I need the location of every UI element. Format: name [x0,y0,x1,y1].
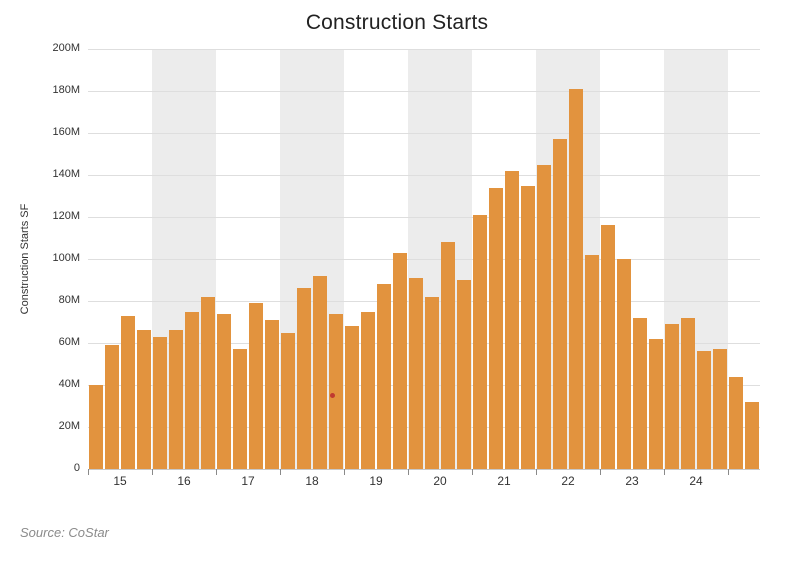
x-axis-tick-19 [344,469,345,475]
x-tick-label-18: 18 [305,474,319,488]
x-axis-tick-21 [472,469,473,475]
bar-2015-q4[interactable] [137,330,151,469]
x-tick-label-23: 23 [625,474,639,488]
gridline-180M [88,91,760,92]
x-tick-label-17: 17 [241,474,255,488]
x-axis-tick-labels: 15 16 17 18 19 20 21 22 23 24 [88,474,760,490]
y-tick-label-40M: 40M [58,378,80,390]
bar-2025-q2[interactable] [745,401,759,469]
bar-2023-q2[interactable] [617,259,631,469]
gridline-120M [88,217,760,218]
bar-2024-q2[interactable] [681,317,695,469]
bar-2016-q4[interactable] [201,296,215,469]
bar-2021-q3[interactable] [505,170,519,469]
x-tick-label-20: 20 [433,474,447,488]
y-tick-label-60M: 60M [58,336,80,348]
gridline-140M [88,175,760,176]
bar-2021-q2[interactable] [489,187,503,469]
bar-2021-q4[interactable] [521,185,535,469]
x-axis-tick-23 [600,469,601,475]
bar-2022-q4[interactable] [585,254,599,469]
bar-2020-q2[interactable] [425,296,439,469]
bar-2022-q3[interactable] [569,88,583,469]
gridline-40M [88,385,760,386]
bar-2019-q2[interactable] [361,311,375,469]
gridline-160M [88,133,760,134]
bar-2024-q3[interactable] [697,351,711,469]
bar-2023-q4[interactable] [649,338,663,469]
bar-2018-q3[interactable] [313,275,327,469]
x-tick-label-19: 19 [369,474,383,488]
x-axis-tick-16 [152,469,153,475]
bar-2017-q2[interactable] [233,349,247,469]
x-tick-label-21: 21 [497,474,511,488]
x-tick-label-16: 16 [177,474,191,488]
bar-2024-q1[interactable] [665,324,679,469]
y-tick-label-100M: 100M [52,252,80,264]
x-axis-tick-22 [536,469,537,475]
y-axis-tick-labels: 200M 180M 160M 140M 120M 100M 80M 60M 40M 20M 0 [0,42,80,474]
bar-2015-q1[interactable] [89,385,103,469]
bar-2016-q3[interactable] [185,311,199,469]
y-tick-label-120M: 120M [52,210,80,222]
bar-2024-q4[interactable] [713,349,727,469]
x-axis-tick-15 [88,469,89,475]
gridline-20M [88,427,760,428]
y-tick-label-200M: 200M [52,42,80,54]
y-tick-label-180M: 180M [52,84,80,96]
bar-2020-q1[interactable] [409,277,423,469]
x-tick-label-24: 24 [689,474,703,488]
bar-2021-q1[interactable] [473,214,487,469]
chart-title: Construction Starts [305,11,489,34]
x-axis-tick-25 [728,469,729,475]
bar-2023-q1[interactable] [601,225,615,469]
red-marker-dot[interactable] [329,393,335,398]
bar-2022-q2[interactable] [553,139,567,469]
x-axis-tick-20 [408,469,409,475]
plot-area [88,49,760,475]
y-tick-label-160M: 160M [52,126,80,138]
y-tick-label-0: 0 [73,462,80,474]
gridline-100M [88,259,760,260]
bar-2025-q1[interactable] [729,376,743,469]
bar-2020-q4[interactable] [457,280,471,469]
bar-2018-q4[interactable] [329,313,343,469]
bar-2019-q4[interactable] [393,252,407,469]
source-credit: Source: CoStar [20,525,109,540]
bar-2015-q3[interactable] [121,315,135,469]
bar-2016-q1[interactable] [153,336,167,469]
bar-2016-q2[interactable] [169,330,183,469]
bar-2015-q2[interactable] [105,345,119,469]
x-axis-tick-17 [216,469,217,475]
x-axis-tick-24 [664,469,665,475]
y-tick-label-80M: 80M [58,294,80,306]
bar-2019-q1[interactable] [345,326,359,469]
bar-2023-q3[interactable] [633,317,647,469]
gridline-60M [88,343,760,344]
gridline-200M [88,49,760,50]
bar-2017-q4[interactable] [265,319,279,469]
x-tick-label-22: 22 [561,474,575,488]
bar-2022-q1[interactable] [537,164,551,469]
bar-2019-q3[interactable] [377,284,391,469]
y-tick-label-20M: 20M [58,420,80,432]
bar-2017-q1[interactable] [217,313,231,469]
x-axis-tick-18 [280,469,281,475]
gridline-80M [88,301,760,302]
bar-2018-q2[interactable] [297,288,311,469]
y-tick-label-140M: 140M [52,168,80,180]
x-tick-label-15: 15 [113,474,127,488]
bar-2020-q3[interactable] [441,242,455,469]
x-axis-line [88,469,760,470]
bar-2018-q1[interactable] [281,332,295,469]
bar-2017-q3[interactable] [249,303,263,469]
